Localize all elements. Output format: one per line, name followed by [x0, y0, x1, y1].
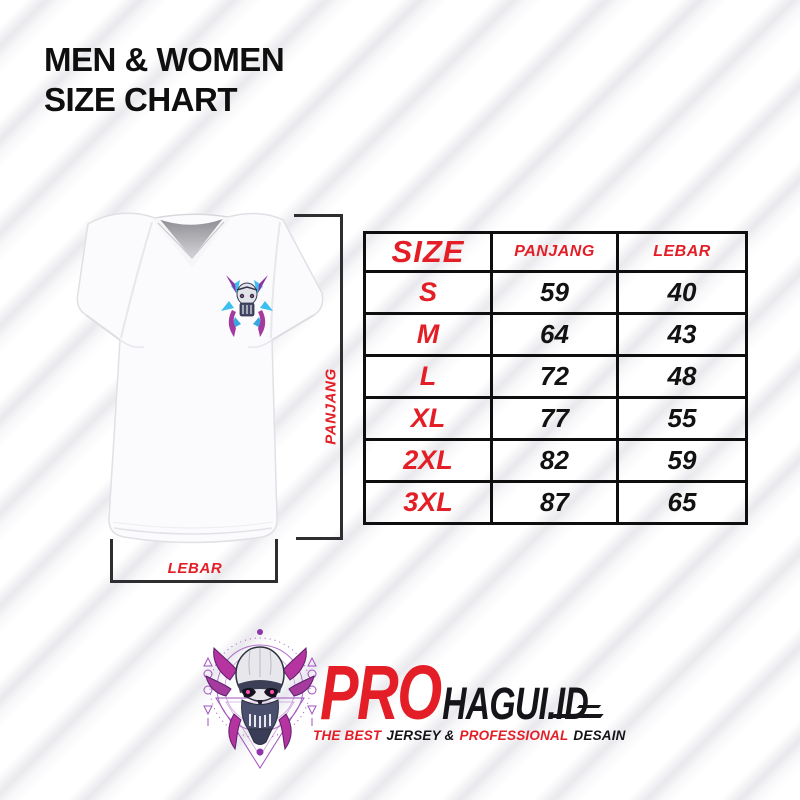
value-cell: 77 [490, 396, 619, 441]
length-measure-cap-top [294, 214, 341, 217]
value-cell: 72 [490, 354, 619, 399]
mecha-skull-emblem-icon [221, 275, 273, 337]
wordmark-speedline [550, 714, 604, 718]
value-cell: 59 [490, 270, 619, 315]
brand-name-primary: PRO [320, 650, 442, 736]
tagline-part: THE BEST [313, 728, 382, 743]
size-cell: 2XL [363, 438, 493, 483]
tshirt-graphic [76, 212, 324, 544]
size-cell: XL [363, 396, 493, 441]
width-label: LEBAR [167, 560, 223, 577]
size-table-body: S 59 40 M 64 43 L 72 48 XL 77 55 2XL 82 59 3XL 87 65 [363, 270, 748, 525]
value-cell: 82 [490, 438, 619, 483]
page-title: MEN & WOMEN SIZE CHART [44, 40, 285, 120]
column-header-panjang: PANJANG [490, 231, 619, 273]
value-cell: 43 [616, 312, 748, 357]
table-header-row: SIZE PANJANG LEBAR [363, 231, 748, 273]
table-row: 3XL 87 65 [363, 480, 748, 525]
size-cell: 3XL [363, 480, 493, 525]
value-cell: 87 [490, 480, 619, 525]
page-title-line2: SIZE CHART [44, 81, 238, 118]
width-measure-cap-right [275, 539, 278, 583]
value-cell: 64 [490, 312, 619, 357]
column-header-size: SIZE [363, 231, 493, 273]
value-cell: 59 [616, 438, 748, 483]
length-measure-cap-bottom [296, 537, 341, 540]
tagline-part: PROFESSIONAL [459, 728, 569, 743]
size-cell: M [363, 312, 493, 357]
value-cell: 65 [616, 480, 748, 525]
size-cell: L [363, 354, 493, 399]
value-cell: 48 [616, 354, 748, 399]
brand-name-secondary: HAGUI.ID [442, 678, 589, 729]
width-measure-line [110, 580, 278, 583]
value-cell: 40 [616, 270, 748, 315]
size-table: SIZE PANJANG LEBAR S 59 40 M 64 43 L 72 48 XL 77 55… [363, 231, 748, 525]
column-header-lebar: LEBAR [616, 231, 748, 273]
tagline-part: DESAIN [573, 728, 626, 743]
table-row: 2XL 82 59 [363, 438, 748, 483]
width-measure-cap-left [110, 539, 113, 583]
table-row: S 59 40 [363, 270, 748, 315]
table-row: M 64 43 [363, 312, 748, 357]
page-title-line1: MEN & WOMEN [44, 41, 285, 78]
table-row: XL 77 55 [363, 396, 748, 441]
length-label: PANJANG [322, 368, 340, 445]
brand-tagline: THE BEST JERSEY & PROFESSIONAL DESAIN [313, 728, 631, 743]
brand-wordmark: PRO HAGUI.ID [320, 650, 589, 736]
size-cell: S [363, 270, 493, 315]
length-measure-line [340, 214, 343, 540]
tagline-part: JERSEY & [386, 728, 455, 743]
table-row: L 72 48 [363, 354, 748, 399]
wordmark-speedline-small [576, 705, 602, 708]
mecha-skull-logo-icon [203, 629, 317, 769]
value-cell: 55 [616, 396, 748, 441]
